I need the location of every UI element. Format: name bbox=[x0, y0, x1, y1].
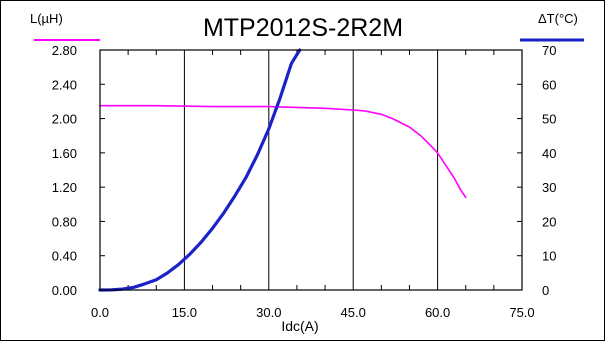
left-tick-label: 0.80 bbox=[52, 214, 77, 229]
left-tick-label: 2.40 bbox=[52, 77, 77, 92]
inductance-line bbox=[99, 104, 467, 199]
right-tick-label: 0 bbox=[542, 283, 549, 298]
x-tick-label: 15.0 bbox=[172, 305, 197, 320]
series-lines bbox=[98, 48, 467, 292]
right-axis-label: ΔT(°C) bbox=[538, 11, 578, 26]
x-tick-label: 0.0 bbox=[91, 305, 109, 320]
x-tick-label: 75.0 bbox=[509, 305, 534, 320]
x-axis-label: Idc(A) bbox=[281, 318, 318, 334]
left-tick-label: 0.00 bbox=[52, 283, 77, 298]
left-axis-label: L(µH) bbox=[30, 11, 63, 26]
right-tick-label: 30 bbox=[542, 180, 556, 195]
right-tick-label: 40 bbox=[542, 146, 556, 161]
x-tick-label: 60.0 bbox=[425, 305, 450, 320]
left-tick-label: 1.20 bbox=[52, 180, 77, 195]
left-tick-label: 2.00 bbox=[52, 112, 77, 127]
left-tick-label: 1.60 bbox=[52, 146, 77, 161]
left-tick-label: 2.80 bbox=[52, 43, 77, 58]
right-tick-label: 20 bbox=[542, 214, 556, 229]
right-tick-label: 70 bbox=[542, 43, 556, 58]
chart-title: MTP2012S-2R2M bbox=[203, 14, 403, 42]
grid bbox=[183, 50, 439, 290]
temperature-rise-line bbox=[98, 48, 302, 292]
right-tick-label: 50 bbox=[542, 112, 556, 127]
left-tick-label: 0.40 bbox=[52, 249, 77, 264]
right-tick-label: 10 bbox=[542, 249, 556, 264]
x-tick-label: 45.0 bbox=[341, 305, 366, 320]
right-tick-label: 60 bbox=[542, 77, 556, 92]
axis-ticks: 0.0 15.0 30.0 45.0 60.0 75.0 0.00 0.40 0.80 1.20 1… bbox=[52, 43, 557, 320]
x-tick-label: 30.0 bbox=[256, 305, 281, 320]
plot-border bbox=[99, 49, 523, 291]
